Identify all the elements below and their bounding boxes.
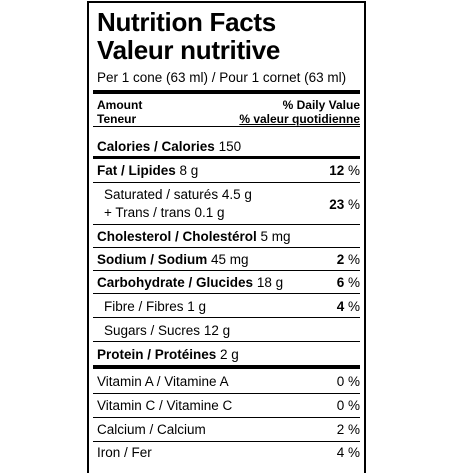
divider <box>93 317 360 318</box>
sodium-value: 45 mg <box>211 252 249 267</box>
sodium-percent: 2 <box>336 252 345 267</box>
iron-label: Iron / Fer <box>97 445 152 460</box>
cholesterol-value: 5 mg <box>260 229 291 244</box>
sodium-row: Sodium / Sodium 45 mg <box>97 252 249 267</box>
carbohydrate-percent: 6 <box>336 275 345 290</box>
divider <box>93 393 360 394</box>
saturated-trans-percent-sign: % <box>347 197 360 212</box>
carbohydrate-daily-value: 6 % <box>337 275 360 290</box>
trans-row: + Trans / trans 0.1 g <box>104 205 224 220</box>
protein-value: 2 g <box>220 347 239 362</box>
daily-value-header-french: % valeur quotidienne <box>239 112 360 126</box>
saturated-label: Saturated / saturés <box>104 187 219 202</box>
divider <box>93 417 360 418</box>
thick-divider <box>93 90 360 94</box>
fat-label: Fat / Lipides <box>97 163 176 178</box>
iron-daily-value: 4 % <box>336 445 360 460</box>
saturated-trans-percent: 23 <box>329 197 345 212</box>
sugars-row: Sugars / Sucres 12 g <box>104 323 230 338</box>
cholesterol-label: Cholesterol / Cholestérol <box>97 229 257 244</box>
divider <box>93 247 360 248</box>
sodium-label: Sodium / Sodium <box>97 252 208 267</box>
sugars-value: 12 g <box>203 323 231 338</box>
calories-label: Calories / Calories <box>97 139 215 154</box>
fat-percent: 12 <box>329 163 345 178</box>
calories-value: 150 <box>218 139 242 154</box>
calories-row: Calories / Calories 150 <box>97 139 241 154</box>
fibre-value: 1 g <box>187 299 207 314</box>
sodium-daily-value: 2 % <box>337 252 360 267</box>
thick-divider <box>93 365 360 369</box>
vitamin-c-label: Vitamin C / Vitamine C <box>97 398 233 413</box>
vitamin-a-label: Vitamin A / Vitamine A <box>97 374 229 389</box>
fibre-row: Fibre / Fibres 1 g <box>104 299 206 314</box>
fat-value: 8 g <box>179 163 199 178</box>
saturated-value: 4.5 g <box>221 187 252 202</box>
fibre-percent-sign: % <box>347 299 360 314</box>
carbohydrate-value: 18 g <box>256 275 284 290</box>
divider <box>93 293 360 294</box>
fat-daily-value: 12 % <box>329 163 360 178</box>
amount-header: Amount <box>97 98 143 112</box>
vitamin-c-daily-value: 0 % <box>336 398 360 413</box>
trans-value: 0.1 g <box>194 205 225 220</box>
nutrition-facts-panel: Nutrition Facts Valeur nutritive Per 1 c… <box>87 1 366 473</box>
protein-label: Protein / Protéines <box>97 347 217 362</box>
protein-row: Protein / Protéines 2 g <box>97 347 239 362</box>
fat-row: Fat / Lipides 8 g <box>97 163 198 178</box>
sugars-label: Sugars / Sucres <box>104 323 201 338</box>
sodium-percent-sign: % <box>347 252 360 267</box>
fibre-label: Fibre / Fibres <box>104 299 184 314</box>
divider <box>93 270 360 271</box>
vitamin-a-daily-value: 0 % <box>336 374 360 389</box>
title-french: Valeur nutritive <box>97 35 281 65</box>
divider <box>93 224 360 225</box>
fibre-daily-value: 4 % <box>337 299 360 314</box>
carbohydrate-label: Carbohydrate / Glucides <box>97 275 254 290</box>
divider <box>93 126 360 127</box>
carbohydrate-percent-sign: % <box>347 275 360 290</box>
trans-label: + Trans / trans <box>104 205 191 220</box>
amount-header-french: Teneur <box>97 112 137 126</box>
fibre-percent: 4 <box>336 299 345 314</box>
saturated-trans-daily-value: 23 % <box>329 197 360 212</box>
title-english: Nutrition Facts <box>97 7 276 37</box>
fat-percent-sign: % <box>347 163 360 178</box>
serving-size: Per 1 cone (63 ml) / Pour 1 cornet (63 m… <box>97 70 347 85</box>
medium-divider <box>93 156 360 159</box>
carbohydrate-row: Carbohydrate / Glucides 18 g <box>97 275 283 290</box>
cholesterol-row: Cholesterol / Cholestérol 5 mg <box>97 229 291 244</box>
divider <box>93 182 360 183</box>
calcium-label: Calcium / Calcium <box>97 422 206 437</box>
saturated-row: Saturated / saturés 4.5 g <box>104 187 252 202</box>
divider <box>93 441 360 442</box>
daily-value-header: % Daily Value <box>282 98 360 112</box>
divider <box>93 341 360 342</box>
calcium-daily-value: 2 % <box>336 422 360 437</box>
